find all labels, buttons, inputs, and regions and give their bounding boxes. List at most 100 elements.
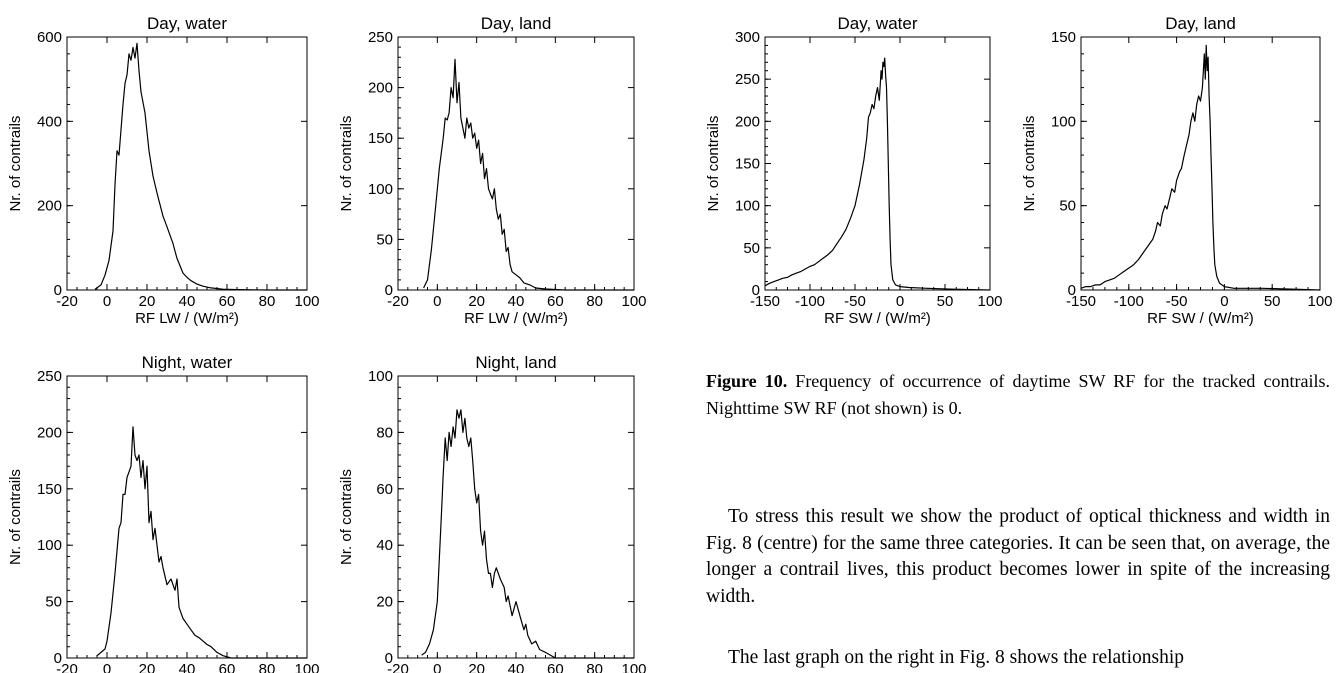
x-tick-label: -20 <box>387 293 409 310</box>
chart-svg: Night, water-20 0 20 40 60 80 1000501001502002… <box>7 353 320 673</box>
y-tick-label: 200 <box>735 113 760 130</box>
x-tick-label: 100 <box>621 661 646 673</box>
y-tick-label: 150 <box>368 130 393 147</box>
x-tick-label: -150 <box>750 293 780 310</box>
y-axis-label: Nr. of contrails <box>7 469 24 565</box>
chart-title: Night, land <box>475 353 556 372</box>
plot-frame <box>397 375 635 659</box>
x-tick-label: 0 <box>103 293 111 310</box>
x-tick-label: 50 <box>937 293 954 310</box>
x-axis-label: RF LW / (W/m²) <box>135 310 239 327</box>
y-tick-label: 150 <box>1051 29 1076 46</box>
chart-svg: Day, land-20 0 20 40 60 80 100050100150200250R… <box>338 14 647 327</box>
x-tick-label: 20 <box>468 661 485 673</box>
y-tick-label: 250 <box>735 71 760 88</box>
caption-label: Figure 10. <box>706 371 788 391</box>
figure-caption: Figure 10. Frequency of occurrence of da… <box>706 368 1330 422</box>
y-tick-label: 100 <box>368 181 393 198</box>
y-tick-label: 40 <box>376 537 393 554</box>
x-axis-label: RF SW / (W/m²) <box>1147 310 1254 327</box>
x-tick-label: 100 <box>294 293 319 310</box>
x-tick-label: 80 <box>259 293 276 310</box>
y-tick-label: 50 <box>1059 198 1076 215</box>
y-axis-label: Nr. of contrails <box>338 116 355 212</box>
series-line <box>1080 44 1321 291</box>
x-tick-label: 100 <box>1307 293 1332 310</box>
y-tick-label: 0 <box>385 282 393 299</box>
y-tick-label: 400 <box>37 113 62 130</box>
y-tick-label: 50 <box>45 594 62 611</box>
caption-text: Frequency of occurrence of daytime SW RF… <box>706 371 1330 418</box>
chart-lw-night-water: Night, water -20 0 20 40 60 80 100 0 50 100 150 200 2… <box>0 340 330 673</box>
y-tick-label: 0 <box>385 650 393 667</box>
x-tick-label: -150 <box>1066 293 1096 310</box>
x-tick-label: 80 <box>586 293 603 310</box>
x-tick-label: 0 <box>896 293 904 310</box>
x-tick-label: -20 <box>56 293 78 310</box>
y-tick-label: 0 <box>752 282 760 299</box>
y-tick-label: 0 <box>1068 282 1076 299</box>
y-tick-label: 50 <box>743 240 760 257</box>
y-axis-label: Nr. of contrails <box>705 116 722 212</box>
x-tick-label: -50 <box>1166 293 1188 310</box>
plot-frame <box>1080 36 1321 291</box>
x-tick-label: 50 <box>1264 293 1281 310</box>
x-tick-label: 0 <box>433 293 441 310</box>
chart-title: Day, water <box>147 14 227 33</box>
series-line <box>764 57 991 291</box>
x-tick-label: 80 <box>586 661 603 673</box>
y-tick-label: 0 <box>54 650 62 667</box>
chart-lw-night-land: Night, land-20020406080100020406080100RF… <box>338 340 650 673</box>
y-tick-label: 250 <box>368 29 393 46</box>
series-line <box>423 58 634 291</box>
x-axis-label: RF SW / (W/m²) <box>824 310 931 327</box>
y-tick-label: 20 <box>376 594 393 611</box>
x-tick-label: 60 <box>547 661 564 673</box>
chart-sw-day-water: Day, water -150 -100 -50 0 50 100 0 50 100 150 200 2… <box>700 0 1010 330</box>
x-tick-label: 0 <box>103 661 111 673</box>
x-tick-label: -100 <box>795 293 825 310</box>
x-tick-label: 40 <box>508 661 525 673</box>
y-tick-label: 300 <box>735 29 760 46</box>
x-tick-label: 100 <box>621 293 646 310</box>
y-axis-label: Nr. of contrails <box>1021 116 1038 212</box>
x-tick-label: 40 <box>179 661 196 673</box>
chart-title: Day, land <box>1165 14 1236 33</box>
chart-sw-day-land: Day, land -150 -100 -50 0 50 100 0 50 100 150 RF SW… <box>1020 0 1340 330</box>
x-tick-label: 40 <box>508 293 525 310</box>
y-tick-label: 200 <box>37 198 62 215</box>
x-tick-label: -50 <box>844 293 866 310</box>
plot-frame <box>66 375 308 659</box>
x-tick-label: 100 <box>294 661 319 673</box>
y-tick-label: 150 <box>735 156 760 173</box>
chart-title: Night, water <box>142 353 233 372</box>
x-tick-label: -20 <box>56 661 78 673</box>
series-line <box>421 409 634 659</box>
x-axis-label: RF LW / (W/m²) <box>464 310 568 327</box>
x-tick-label: -20 <box>387 661 409 673</box>
x-tick-label: 0 <box>1220 293 1228 310</box>
plot-frame <box>66 36 308 291</box>
y-tick-label: 100 <box>1051 113 1076 130</box>
x-tick-label: -100 <box>1114 293 1144 310</box>
y-tick-label: 600 <box>37 29 62 46</box>
body-paragraph: The last graph on the right in Fig. 8 sh… <box>728 647 1185 668</box>
y-tick-label: 80 <box>376 424 393 441</box>
y-tick-label: 100 <box>368 368 393 385</box>
x-tick-label: 20 <box>468 293 485 310</box>
chart-lw-day-land: Day, land -20 0 20 40 60 80 100 0 50 100 150 200 250 R… <box>338 0 650 330</box>
x-tick-label: 0 <box>433 661 441 673</box>
y-tick-label: 100 <box>735 198 760 215</box>
series-line <box>96 426 307 659</box>
y-tick-label: 250 <box>37 368 62 385</box>
x-tick-label: 100 <box>977 293 1002 310</box>
chart-title: Day, land <box>481 14 552 33</box>
body-paragraph: To stress this result we show the produc… <box>706 506 1330 607</box>
chart-lw-day-water: Day, water -20 0 20 40 60 80 100 0 200 400 600 RF LW… <box>0 0 330 330</box>
y-tick-label: 150 <box>37 481 62 498</box>
y-tick-label: 0 <box>54 282 62 299</box>
y-tick-label: 60 <box>376 481 393 498</box>
plot-frame <box>764 36 991 291</box>
y-tick-label: 100 <box>37 537 62 554</box>
